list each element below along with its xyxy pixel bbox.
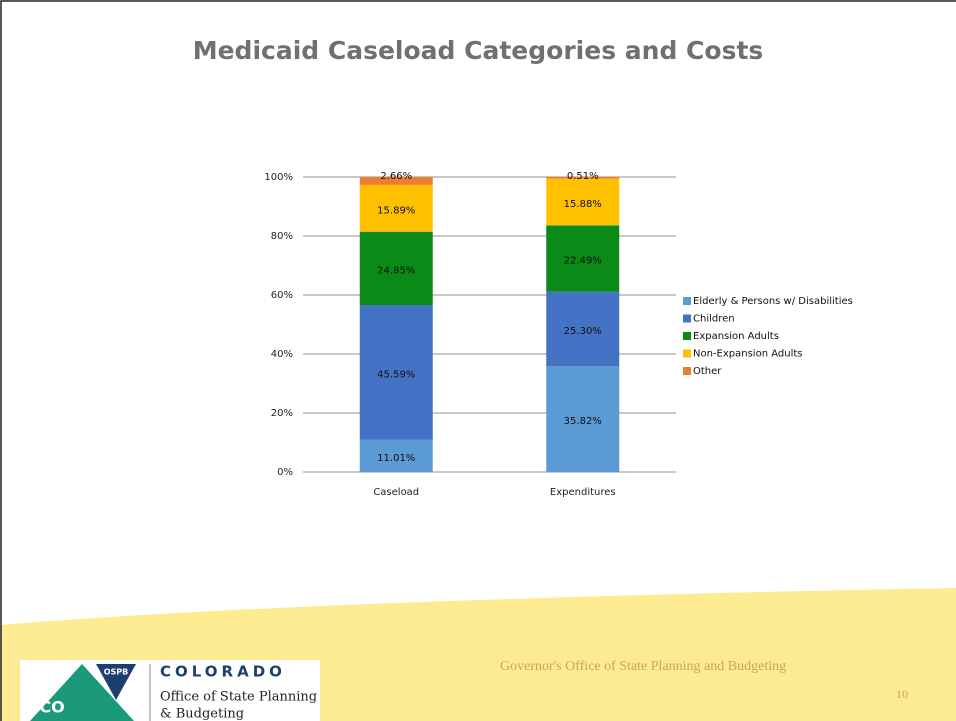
logo-name: COLORADO (160, 663, 286, 681)
x-tick-label: Expenditures (550, 487, 616, 498)
data-label: 35.82% (564, 416, 602, 427)
logo-badge-text: OSPB (104, 668, 129, 677)
bar-segment (546, 366, 620, 472)
legend-label: Other (693, 366, 722, 377)
data-label: 0.51% (567, 171, 599, 182)
data-label: 15.88% (564, 199, 602, 210)
bar-segment (359, 305, 433, 440)
data-label: 25.30% (564, 326, 602, 337)
y-tick-label: 80% (271, 231, 293, 242)
legend-swatch (683, 332, 691, 340)
logo-mark: CO (39, 698, 64, 717)
legend-swatch (683, 297, 691, 305)
data-label: 22.49% (564, 256, 602, 267)
logo-triangle (30, 664, 134, 721)
x-tick-label: Caseload (373, 487, 419, 498)
y-tick-label: 40% (271, 349, 293, 360)
legend-label: Expansion Adults (693, 331, 779, 342)
footer-text: Governor's Office of State Planning and … (500, 659, 786, 674)
logo-line: Office of State Planning (160, 690, 317, 705)
data-label: 15.89% (377, 205, 415, 216)
bar-segment (546, 225, 620, 292)
data-label: 45.59% (377, 369, 415, 380)
bar-segment (359, 184, 433, 232)
y-tick-label: 0% (277, 467, 293, 478)
bar-segment (359, 439, 433, 472)
legend-label: Elderly & Persons w/ Disabilities (693, 296, 853, 307)
y-tick-label: 60% (271, 290, 293, 301)
y-tick-label: 100% (264, 172, 293, 183)
bar-segment (546, 178, 620, 226)
data-label: 2.66% (380, 171, 412, 182)
chart-title: Medicaid Caseload Categories and Costs (193, 36, 764, 65)
bar-segment (546, 291, 620, 367)
page-number: 10 (896, 687, 908, 701)
legend-swatch (683, 314, 691, 323)
legend-swatch (683, 367, 691, 375)
data-label: 11.01% (377, 453, 415, 464)
logo-line: & Budgeting (160, 707, 244, 721)
legend-label: Children (693, 314, 735, 325)
data-label: 24.85% (377, 265, 415, 276)
bar-segment (546, 177, 620, 179)
bar-segment (359, 177, 433, 185)
y-tick-label: 20% (271, 408, 293, 419)
bar-segment (359, 231, 433, 306)
legend-label: Non-Expansion Adults (693, 349, 802, 360)
legend-swatch (683, 349, 691, 358)
logo-badge (96, 664, 136, 700)
